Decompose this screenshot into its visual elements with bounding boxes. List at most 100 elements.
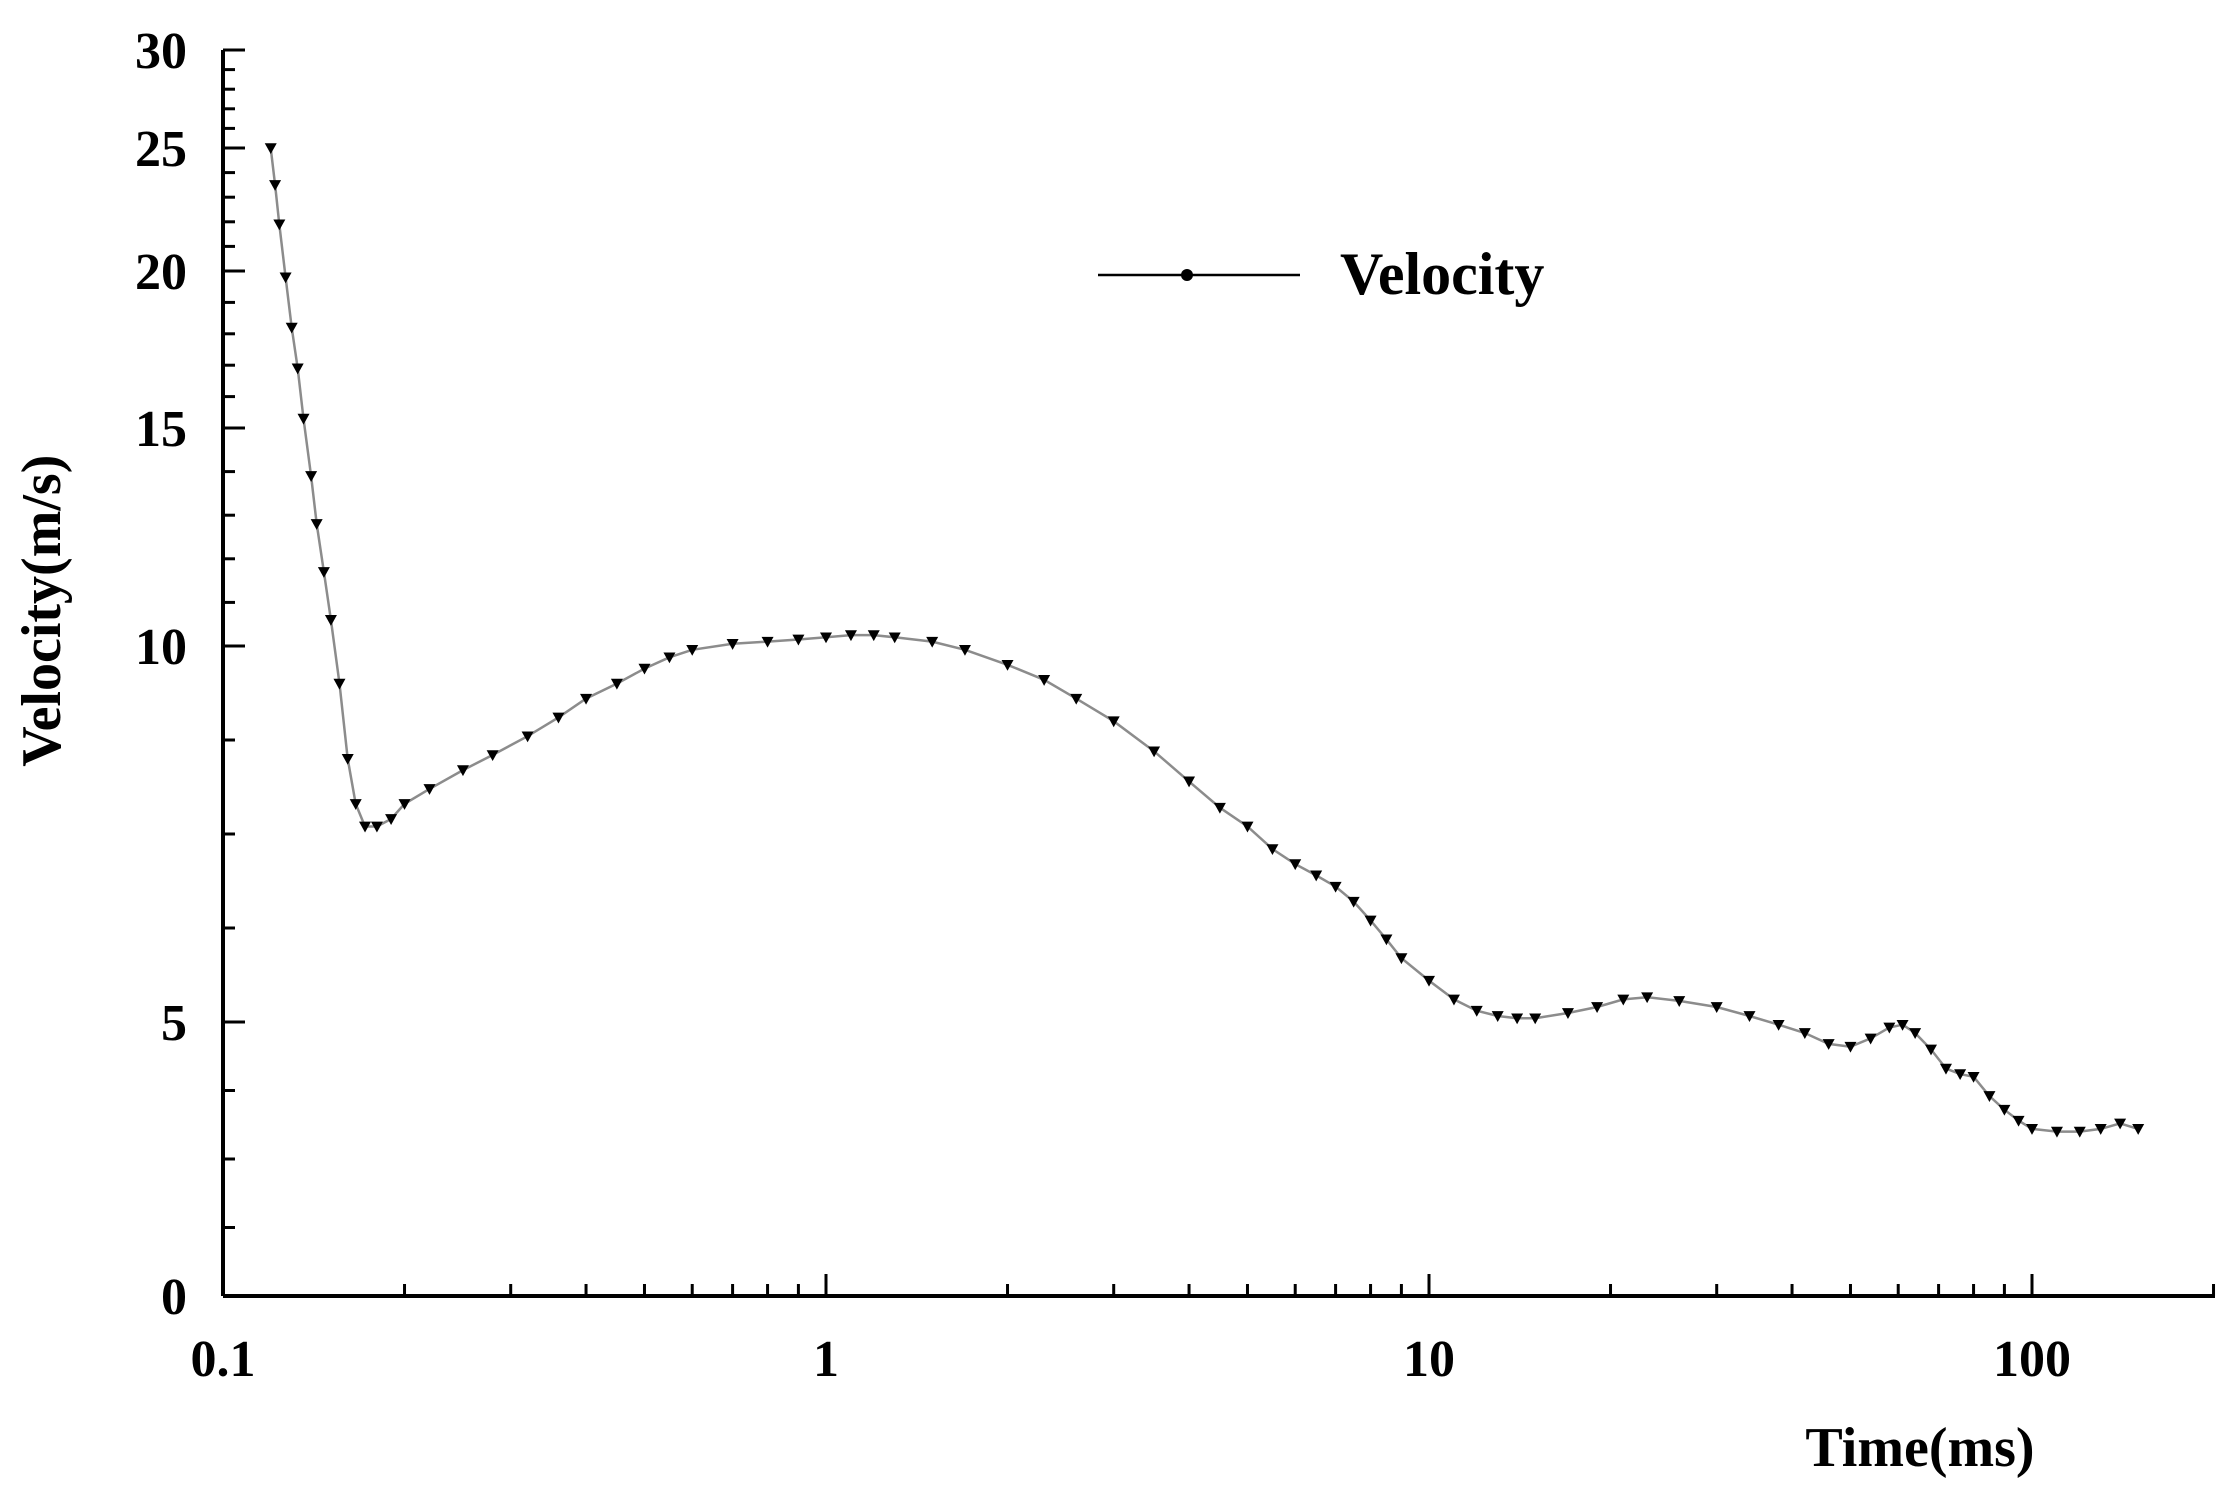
data-point (1001, 660, 1014, 671)
data-point (1380, 934, 1393, 946)
data-point (552, 712, 565, 724)
x-tick-label: 0.1 (191, 1331, 256, 1388)
data-point (279, 272, 292, 284)
y-axis-title: Velocity(m/s) (11, 455, 73, 767)
data-point (1883, 1022, 1896, 1034)
data-point (1107, 716, 1120, 728)
data-point (1954, 1069, 1967, 1081)
data-point (1491, 1011, 1504, 1022)
data-point (2073, 1126, 2086, 1138)
data-point (1798, 1028, 1811, 1039)
data-point (324, 615, 337, 626)
data-point (359, 821, 372, 833)
data-point (2094, 1124, 2107, 1135)
data-point (844, 630, 857, 642)
y-tick-label: 30 (135, 23, 187, 80)
data-point (1148, 746, 1161, 758)
data-point (297, 413, 310, 425)
data-point (269, 180, 282, 191)
data-point (1673, 996, 1686, 1007)
data-point (341, 754, 354, 765)
data-point (1529, 1013, 1542, 1025)
data-point (663, 652, 676, 664)
data-point (1896, 1019, 1909, 1031)
data-point (1983, 1091, 1996, 1102)
data-point (273, 219, 286, 231)
data-point (1939, 1063, 1952, 1075)
data-point (1967, 1072, 1980, 1083)
data-point (888, 632, 901, 644)
data-point (1511, 1013, 1524, 1025)
data-point (1743, 1011, 1756, 1022)
axes: 0 5 10 15 20 25 30 0.1 1 10 100 (135, 23, 2216, 1388)
data-point (521, 731, 534, 743)
data-point (317, 567, 330, 578)
data-point (1447, 994, 1460, 1006)
data-point (820, 632, 832, 644)
data-point (1822, 1039, 1835, 1050)
data-point (2050, 1126, 2063, 1138)
y-ticks: 0 5 10 15 20 25 30 (135, 23, 245, 1326)
data-point (726, 639, 739, 650)
data-point (1561, 1008, 1574, 1019)
data-point (1925, 1044, 1938, 1056)
data-point (1641, 992, 1654, 1004)
y-tick-label: 5 (161, 995, 187, 1052)
data-point (333, 678, 346, 690)
data-point (2132, 1124, 2145, 1135)
data-point (349, 799, 362, 810)
data-point (2114, 1118, 2127, 1130)
data-point (638, 663, 651, 675)
data-point (385, 814, 398, 825)
data-point (1710, 1002, 1723, 1013)
data-point (1617, 994, 1630, 1006)
data-point (1772, 1019, 1785, 1031)
data-point (291, 363, 304, 375)
data-point (264, 143, 277, 154)
data-point (1591, 1002, 1604, 1013)
series-velocity (264, 143, 2145, 1138)
data-point (1395, 953, 1408, 965)
data-point (1329, 881, 1342, 893)
data-point (1998, 1104, 2011, 1116)
data-point (1844, 1041, 1857, 1053)
data-point (926, 636, 939, 648)
data-point (1423, 975, 1435, 987)
data-point (1347, 896, 1360, 908)
data-point (1241, 821, 1254, 833)
data-point (580, 693, 593, 705)
y-tick-label: 10 (135, 619, 187, 676)
data-point (792, 634, 805, 646)
legend-marker (1181, 269, 1193, 281)
data-point (1909, 1028, 1922, 1039)
data-point (686, 644, 699, 656)
data-point (1864, 1033, 1877, 1045)
y-tick-label: 15 (135, 401, 187, 458)
data-point (2026, 1124, 2038, 1135)
data-point (1289, 859, 1302, 871)
legend-label-velocity: Velocity (1340, 241, 1544, 307)
data-point (423, 784, 436, 795)
data-point (398, 799, 411, 810)
x-tick-label: 100 (1993, 1331, 2071, 1388)
x-axis-title: Time(ms) (1805, 1417, 2034, 1479)
data-point (1266, 844, 1279, 856)
data-point (1038, 675, 1051, 686)
data-point (958, 644, 971, 656)
data-point (610, 678, 623, 690)
data-point (867, 630, 880, 642)
data-point (1183, 776, 1196, 788)
data-point (456, 765, 469, 777)
data-point (1070, 693, 1083, 705)
series-line (269, 147, 2139, 1133)
y-tick-label: 20 (135, 244, 187, 301)
data-point (285, 322, 298, 334)
data-point (486, 750, 499, 762)
x-ticks: 0.1 1 10 100 (191, 1274, 2216, 1388)
data-point (1310, 870, 1323, 882)
x-tick-label: 1 (813, 1331, 839, 1388)
data-point (1364, 915, 1377, 927)
y-tick-label: 25 (135, 121, 187, 178)
data-point (370, 821, 383, 833)
